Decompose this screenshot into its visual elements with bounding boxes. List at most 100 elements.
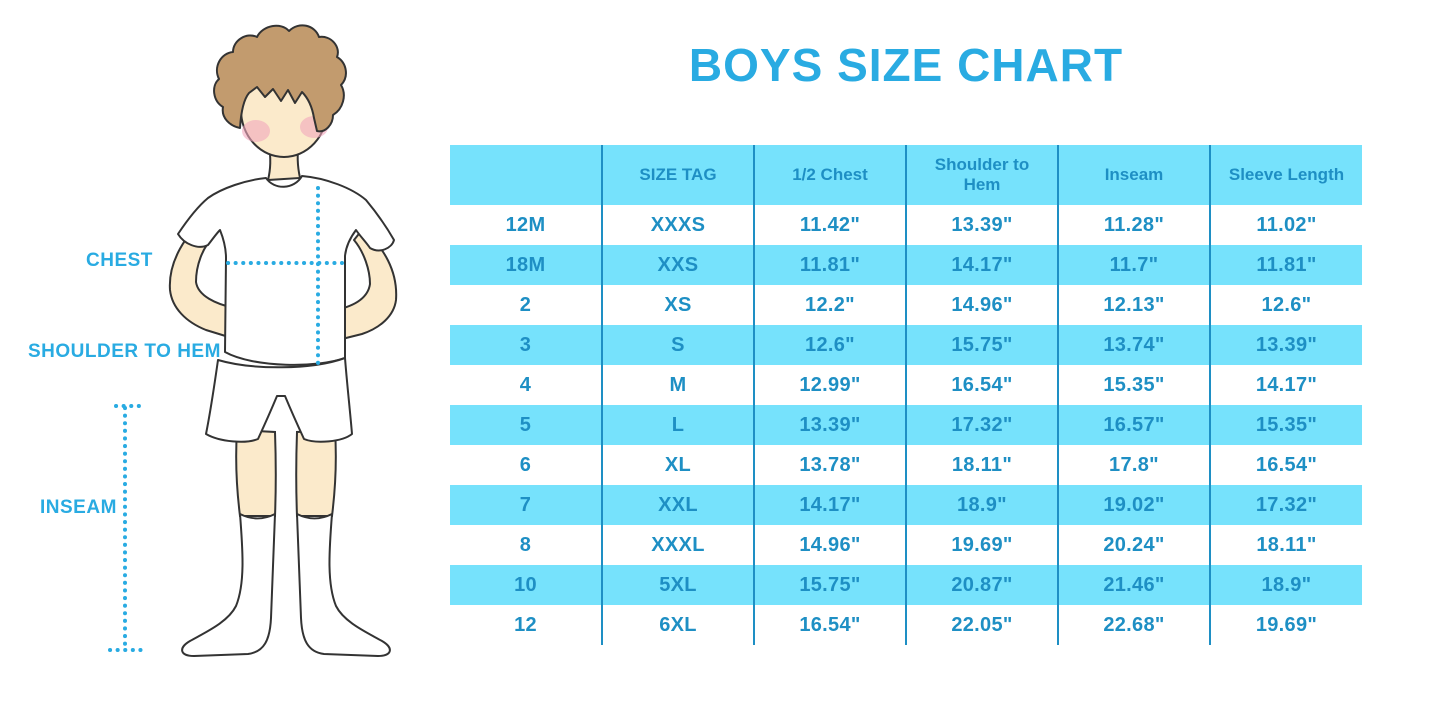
header-row: SIZE TAG 1/2 Chest Shoulder to Hem Insea… — [450, 145, 1362, 205]
cell: S — [601, 325, 754, 365]
boy-illustration: CHEST SHOULDER TO HEM INSEAM — [0, 0, 450, 723]
shoulder-to-hem-label: SHOULDER TO HEM — [28, 341, 221, 362]
cell: 14.96" — [753, 525, 906, 565]
table-row: 6 XL 13.78" 18.11" 17.8" 16.54" — [450, 445, 1362, 485]
cell: XXS — [601, 245, 754, 285]
cell: 12.6" — [753, 325, 906, 365]
cell: 19.69" — [1209, 605, 1362, 645]
hair-shape — [213, 24, 347, 133]
cell: 19.02" — [1057, 485, 1210, 525]
cell: 18M — [505, 253, 546, 276]
cell: 17.32" — [905, 405, 1058, 445]
cell: 10 — [514, 573, 537, 596]
cell: 22.05" — [905, 605, 1058, 645]
table-row: 12M XXXS 11.42" 13.39" 11.28" 11.02" — [450, 205, 1362, 245]
cell: XXXS — [601, 205, 754, 245]
cell: 11.02" — [1209, 205, 1362, 245]
cell: 3 — [519, 333, 532, 356]
col-header-size — [450, 145, 602, 205]
cell: 15.35" — [1057, 365, 1210, 405]
shorts-shape — [205, 357, 353, 443]
inseam-label: INSEAM — [40, 497, 117, 518]
cell: 11.81" — [753, 245, 906, 285]
cell: 18.9" — [1209, 565, 1362, 605]
cell: 15.35" — [1209, 405, 1362, 445]
cell: 16.54" — [753, 605, 906, 645]
cell: 14.96" — [905, 285, 1058, 325]
cell: XXXL — [601, 525, 754, 565]
cell: 15.75" — [905, 325, 1058, 365]
cell: L — [601, 405, 754, 445]
cell: 16.54" — [905, 365, 1058, 405]
cell: 11.7" — [1057, 245, 1210, 285]
right-leg-shape — [295, 428, 337, 517]
cell: 6 — [519, 453, 532, 476]
cell: 15.75" — [753, 565, 906, 605]
table-row: 5 L 13.39" 17.32" 16.57" 15.35" — [450, 405, 1362, 445]
cell: 12M — [505, 213, 546, 236]
cell: 5 — [519, 413, 532, 436]
cell: 13.39" — [753, 405, 906, 445]
shirt-shape — [177, 175, 395, 366]
cell: 14.17" — [905, 245, 1058, 285]
cell: 14.17" — [753, 485, 906, 525]
cell: 13.74" — [1057, 325, 1210, 365]
cell: XS — [601, 285, 754, 325]
left-arm-shape — [168, 217, 235, 339]
cell: 2 — [519, 293, 532, 316]
size-table: SIZE TAG 1/2 Chest Shoulder to Hem Insea… — [450, 145, 1362, 645]
left-sock-shape — [181, 513, 276, 657]
table-row: 8 XXXL 14.96" 19.69" 20.24" 18.11" — [450, 525, 1362, 565]
cell: 20.24" — [1057, 525, 1210, 565]
table-row: 2 XS 12.2" 14.96" 12.13" 12.6" — [450, 285, 1362, 325]
cell: 21.46" — [1057, 565, 1210, 605]
cell: 17.32" — [1209, 485, 1362, 525]
cell: 11.81" — [1209, 245, 1362, 285]
cell: M — [601, 365, 754, 405]
col-header-shoulder-to-hem: Shoulder to Hem — [905, 145, 1058, 205]
cell: 8 — [519, 533, 532, 556]
cell: 14.17" — [1209, 365, 1362, 405]
cell: 12.99" — [753, 365, 906, 405]
cell: 11.28" — [1057, 205, 1210, 245]
page-title: BOYS SIZE CHART — [688, 39, 1124, 91]
chest-label: CHEST — [86, 250, 153, 271]
cell: 12 — [514, 613, 537, 636]
table-row: 4 M 12.99" 16.54" 15.35" 14.17" — [450, 365, 1362, 405]
col-header-inseam: Inseam — [1057, 145, 1210, 205]
cell: 18.11" — [1209, 525, 1362, 565]
cell: 22.68" — [1057, 605, 1210, 645]
cell: 6XL — [601, 605, 754, 645]
cell: 16.57" — [1057, 405, 1210, 445]
col-header-sleeve-length: Sleeve Length — [1209, 145, 1362, 205]
table-row: 7 XXL 14.17" 18.9" 19.02" 17.32" — [450, 485, 1362, 525]
boy-figure-svg — [108, 24, 398, 657]
col-header-half-chest: 1/2 Chest — [753, 145, 906, 205]
left-cheek-blush — [242, 120, 270, 142]
cell: 5XL — [601, 565, 754, 605]
table-row: 18M XXS 11.81" 14.17" 11.7" 11.81" — [450, 245, 1362, 285]
left-leg-shape — [235, 428, 277, 517]
table-row: 12 6XL 16.54" 22.05" 22.68" 19.69" — [450, 605, 1362, 645]
cell: 7 — [519, 493, 532, 516]
cell: 11.42" — [753, 205, 906, 245]
cell: 13.39" — [1209, 325, 1362, 365]
cell: 12.6" — [1209, 285, 1362, 325]
cell: 16.54" — [1209, 445, 1362, 485]
cell: 12.13" — [1057, 285, 1210, 325]
cell: 12.2" — [753, 285, 906, 325]
cell: XL — [601, 445, 754, 485]
right-arm-shape — [335, 229, 398, 341]
cell: XXL — [601, 485, 754, 525]
right-sock-shape — [296, 513, 391, 657]
table-row: 3 S 12.6" 15.75" 13.74" 13.39" — [450, 325, 1362, 365]
cell: 13.39" — [905, 205, 1058, 245]
cell: 18.9" — [905, 485, 1058, 525]
table-row: 10 5XL 15.75" 20.87" 21.46" 18.9" — [450, 565, 1362, 605]
cell: 18.11" — [905, 445, 1058, 485]
cell: 4 — [519, 373, 532, 396]
col-header-size-tag: SIZE TAG — [601, 145, 754, 205]
cell: 19.69" — [905, 525, 1058, 565]
cell: 20.87" — [905, 565, 1058, 605]
